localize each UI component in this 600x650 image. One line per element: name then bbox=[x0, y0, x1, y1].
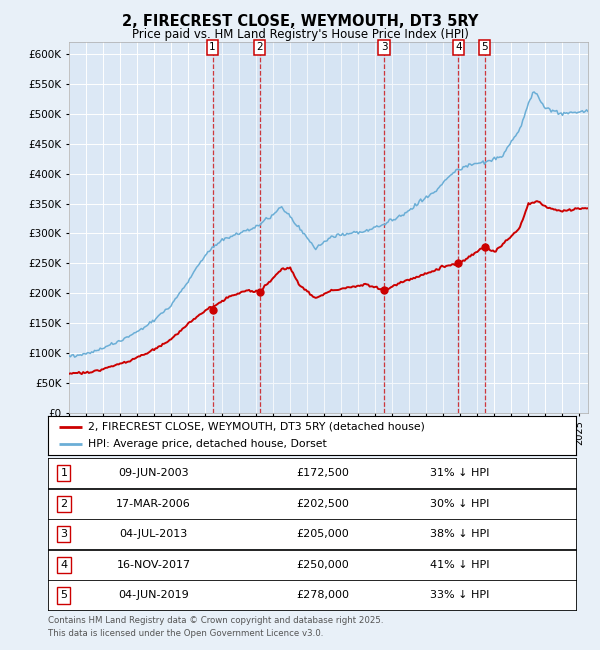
Text: Contains HM Land Registry data © Crown copyright and database right 2025.: Contains HM Land Registry data © Crown c… bbox=[48, 616, 383, 625]
Text: 4: 4 bbox=[455, 42, 461, 52]
Bar bbox=[260, 42, 384, 413]
Text: £250,000: £250,000 bbox=[296, 560, 349, 570]
Text: 3: 3 bbox=[380, 42, 387, 52]
Text: 2, FIRECREST CLOSE, WEYMOUTH, DT3 5RY: 2, FIRECREST CLOSE, WEYMOUTH, DT3 5RY bbox=[122, 14, 478, 29]
Text: 17-MAR-2006: 17-MAR-2006 bbox=[116, 499, 191, 509]
Text: 3: 3 bbox=[61, 529, 67, 539]
Text: 5: 5 bbox=[481, 42, 488, 52]
Text: 04-JUN-2019: 04-JUN-2019 bbox=[118, 590, 189, 601]
Text: 09-JUN-2003: 09-JUN-2003 bbox=[118, 468, 189, 478]
Text: £202,500: £202,500 bbox=[296, 499, 349, 509]
Text: 04-JUL-2013: 04-JUL-2013 bbox=[119, 529, 188, 539]
Text: This data is licensed under the Open Government Licence v3.0.: This data is licensed under the Open Gov… bbox=[48, 629, 323, 638]
Text: Price paid vs. HM Land Registry's House Price Index (HPI): Price paid vs. HM Land Registry's House … bbox=[131, 28, 469, 41]
Bar bbox=[458, 42, 485, 413]
Text: 16-NOV-2017: 16-NOV-2017 bbox=[116, 560, 191, 570]
Text: 5: 5 bbox=[61, 590, 67, 601]
Text: 1: 1 bbox=[209, 42, 216, 52]
Bar bbox=[384, 42, 458, 413]
Text: 41% ↓ HPI: 41% ↓ HPI bbox=[430, 560, 490, 570]
Text: 2: 2 bbox=[60, 499, 67, 509]
Text: 33% ↓ HPI: 33% ↓ HPI bbox=[430, 590, 490, 601]
Bar bbox=[212, 42, 260, 413]
Text: 2, FIRECREST CLOSE, WEYMOUTH, DT3 5RY (detached house): 2, FIRECREST CLOSE, WEYMOUTH, DT3 5RY (d… bbox=[88, 422, 424, 432]
Text: £172,500: £172,500 bbox=[296, 468, 349, 478]
Text: 38% ↓ HPI: 38% ↓ HPI bbox=[430, 529, 490, 539]
Text: 4: 4 bbox=[60, 560, 67, 570]
Text: £278,000: £278,000 bbox=[296, 590, 349, 601]
Text: £205,000: £205,000 bbox=[296, 529, 349, 539]
Text: HPI: Average price, detached house, Dorset: HPI: Average price, detached house, Dors… bbox=[88, 439, 326, 449]
Text: 30% ↓ HPI: 30% ↓ HPI bbox=[430, 499, 490, 509]
Text: 2: 2 bbox=[256, 42, 263, 52]
Text: 31% ↓ HPI: 31% ↓ HPI bbox=[430, 468, 490, 478]
Text: 1: 1 bbox=[61, 468, 67, 478]
